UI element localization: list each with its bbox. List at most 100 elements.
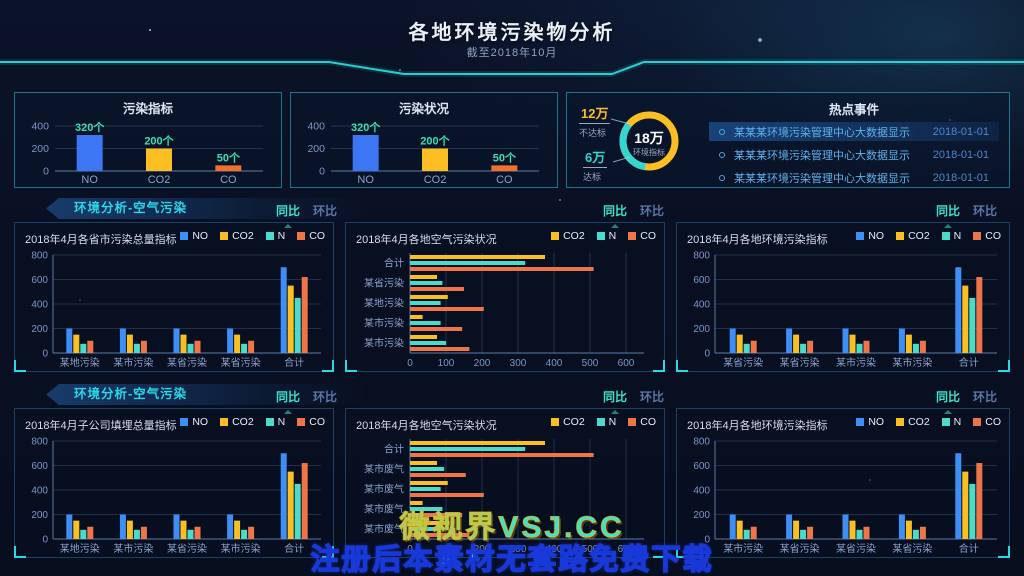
svg-text:200: 200 xyxy=(307,143,325,155)
legend-item: CO2 xyxy=(220,230,254,242)
svg-text:合计: 合计 xyxy=(959,542,979,555)
svg-text:某地污染: 某地污染 xyxy=(60,542,100,555)
svg-text:某省污染: 某省污染 xyxy=(221,356,261,369)
chart-air-status-2: 2018年4月各地空气污染状况 CO2 N CO 0 100 200 300 400 500 6… xyxy=(345,408,665,558)
svg-text:320个: 320个 xyxy=(75,120,105,134)
section-air-pollution-1: 环境分析-空气污染 同比 环比 同比 环比 同比 环比 2018年4月各省市污染… xyxy=(0,196,1024,374)
event-row[interactable]: 某某某环境污染管理中心大数据显示 2018-01-01 xyxy=(709,122,999,141)
svg-text:400: 400 xyxy=(31,486,48,497)
tab-yoy[interactable]: 同比 xyxy=(936,390,961,404)
callout-label: 不达标 xyxy=(579,128,607,138)
legend-swatch xyxy=(220,232,229,240)
compare-toggle: 同比 环比 xyxy=(603,388,664,405)
panel-pollution-indicator: 污染指标 0 200 400 320个 NO 200个 CO2 50个 CO xyxy=(14,92,282,188)
svg-text:18万: 18万 xyxy=(634,130,664,146)
event-row[interactable]: 某某某环境污染管理中心大数据显示 2018-01-01 xyxy=(709,168,999,187)
tab-mom[interactable]: 环比 xyxy=(313,390,338,404)
page-title: 各地环境污染物分析 xyxy=(408,22,616,44)
chart-title: 2018年4月各地空气污染状况 xyxy=(356,234,497,246)
svg-text:200: 200 xyxy=(31,324,48,335)
chart-title: 2018年4月各地环境污染指标 xyxy=(687,420,828,432)
svg-text:400: 400 xyxy=(307,121,325,133)
legend-swatch xyxy=(941,418,950,426)
legend-swatch xyxy=(941,232,950,240)
legend-swatch xyxy=(596,418,605,426)
event-row[interactable]: 某某某环境污染管理中心大数据显示 2018-01-01 xyxy=(709,145,999,164)
tab-mom[interactable]: 环比 xyxy=(640,204,665,218)
legend-swatch xyxy=(265,418,274,426)
event-text: 某某某环境污染管理中心大数据显示 xyxy=(734,172,910,185)
svg-text:环境指标: 环境指标 xyxy=(633,147,665,157)
legend-swatch xyxy=(180,232,189,240)
svg-text:某市污染: 某市污染 xyxy=(364,317,404,330)
svg-text:0: 0 xyxy=(43,166,49,178)
legend-swatch xyxy=(297,232,306,240)
legend-item: N xyxy=(941,416,961,428)
legend-item: CO2 xyxy=(896,416,930,428)
tab-mom[interactable]: 环比 xyxy=(973,204,998,218)
legend-item: N xyxy=(265,230,285,242)
legend-label: NO xyxy=(192,230,209,242)
legend-label: CO xyxy=(309,416,325,428)
mini-bar-chart: 0 200 400 320个 NO 200个 CO2 50个 CO xyxy=(21,113,275,186)
chart-title: 2018年4月各地环境污染指标 xyxy=(687,234,828,246)
panel-title: 污染指标 xyxy=(122,102,173,116)
donut-callout-reached: 6万 达标 xyxy=(583,147,608,183)
legend-swatch xyxy=(856,418,865,426)
legend-swatch xyxy=(297,418,306,426)
tab-mom[interactable]: 环比 xyxy=(313,204,338,218)
section-air-pollution-2: 环境分析-空气污染 同比 环比 同比 环比 同比 环比 2018年4月子公司填埋… xyxy=(0,382,1024,560)
chart-legend: NO CO2 N CO xyxy=(180,230,325,242)
panel-title: 污染状况 xyxy=(398,102,449,116)
legend-item: N xyxy=(941,230,961,242)
legend-label: CO xyxy=(985,416,1001,428)
svg-text:800: 800 xyxy=(31,251,48,262)
legend-label: CO xyxy=(640,230,656,242)
event-text: 某某某环境污染管理中心大数据显示 xyxy=(734,149,910,162)
legend-swatch xyxy=(551,232,560,240)
legend-item: NO xyxy=(856,230,884,242)
legend-item: N xyxy=(596,416,616,428)
event-date: 2018-01-01 xyxy=(932,148,989,161)
tab-mom[interactable]: 环比 xyxy=(640,390,665,404)
svg-text:600: 600 xyxy=(618,358,635,369)
horizontal-bar-chart: 0 100 200 300 400 500 600 合计 某省污染 某地污染 某市污染 某市污染 xyxy=(350,249,660,369)
legend-swatch xyxy=(596,232,605,240)
svg-text:CO: CO xyxy=(496,174,513,185)
tab-yoy[interactable]: 同比 xyxy=(276,204,301,218)
tab-yoy[interactable]: 同比 xyxy=(276,390,301,404)
svg-text:某省污染: 某省污染 xyxy=(780,542,820,555)
svg-text:600: 600 xyxy=(31,461,48,472)
chart-subsidiary-total: 2018年4月子公司填埋总量指标 NO CO2 N CO 0 200 400 600 800 某… xyxy=(14,408,334,558)
svg-text:600: 600 xyxy=(693,275,710,286)
svg-text:600: 600 xyxy=(693,461,710,472)
svg-text:某省污染: 某省污染 xyxy=(836,542,876,555)
svg-text:200: 200 xyxy=(31,143,49,155)
tab-yoy[interactable]: 同比 xyxy=(603,390,628,404)
svg-text:合计: 合计 xyxy=(384,257,404,270)
tab-yoy[interactable]: 同比 xyxy=(603,204,628,218)
svg-text:某市污染: 某市污染 xyxy=(221,542,261,555)
tab-mom[interactable]: 环比 xyxy=(973,390,998,404)
svg-text:某市废气: 某市废气 xyxy=(364,523,404,536)
svg-text:某市污染: 某市污染 xyxy=(836,356,876,369)
legend-item: N xyxy=(596,230,616,242)
horizontal-bar-chart: 0 100 200 300 400 500 600 合计 某市废气 某市废气 某市废气 某市废气 xyxy=(350,435,660,555)
svg-text:NO: NO xyxy=(357,174,374,185)
chart-air-status: 2018年4月各地空气污染状况 CO2 N CO 0 100 200 300 400 500 6… xyxy=(345,222,665,372)
compare-toggle: 同比 环比 xyxy=(936,388,997,405)
svg-text:合计: 合计 xyxy=(959,356,979,369)
legend-label: CO2 xyxy=(908,416,930,428)
legend-item: CO2 xyxy=(551,416,585,428)
tab-yoy[interactable]: 同比 xyxy=(936,204,961,218)
legend-swatch xyxy=(220,418,229,426)
panel-pollution-status: 污染状况 0 200 400 320个 NO 200个 CO2 50个 CO xyxy=(290,92,558,188)
legend-swatch xyxy=(551,418,560,426)
chart-title: 2018年4月各省市污染总量指标 xyxy=(25,234,177,246)
legend-swatch xyxy=(973,232,982,240)
svg-text:某市污染: 某市污染 xyxy=(113,542,153,555)
legend-label: N xyxy=(277,416,286,428)
mini-bar-chart: 0 200 400 320个 NO 200个 CO2 50个 CO xyxy=(297,113,551,186)
legend-swatch xyxy=(265,232,274,240)
legend-item: CO xyxy=(973,230,1001,242)
